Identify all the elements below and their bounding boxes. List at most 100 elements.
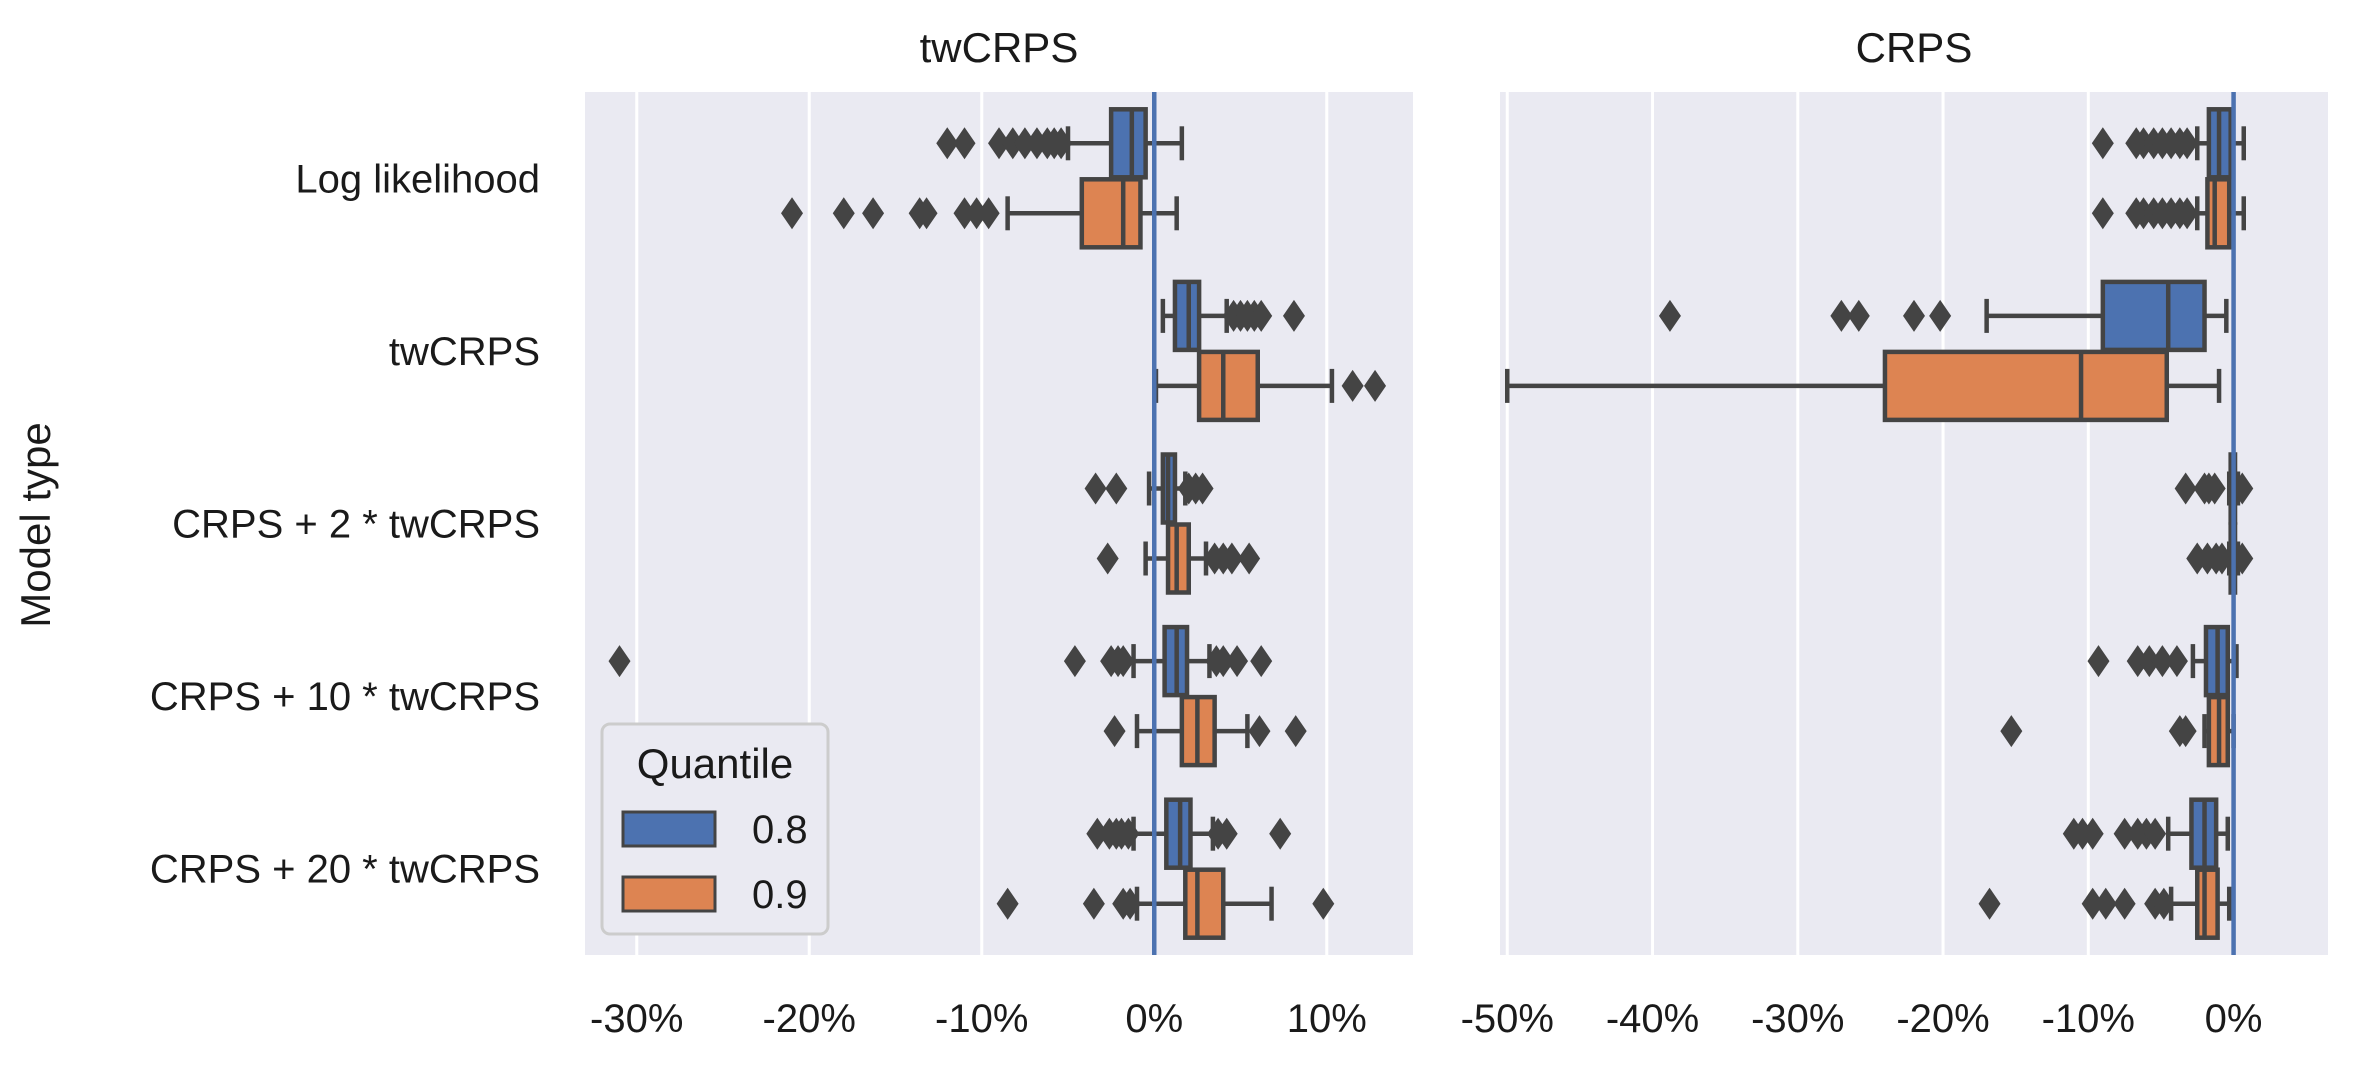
outlier-point: [936, 127, 959, 160]
box-0-9: [2186, 522, 2254, 595]
outlier-point: [953, 127, 976, 160]
outlier-point: [608, 645, 631, 678]
outlier-point: [1084, 472, 1107, 505]
outlier-point: [1248, 715, 1271, 748]
outlier-point: [2231, 542, 2254, 575]
outlier-point: [2203, 472, 2226, 505]
outlier-point: [915, 197, 938, 230]
outlier-point: [965, 197, 988, 230]
outlier-point: [988, 127, 1010, 160]
outlier-point: [2174, 715, 2197, 748]
outlier-point: [2081, 817, 2104, 850]
x-tick-label: 0%: [2205, 997, 2263, 1041]
box-0-8: [608, 624, 1273, 698]
x-tick-label: -20%: [763, 997, 856, 1041]
panels: -30% -20% -10% 0% 10%twCRPS-50% -40% -30% -20% -…: [585, 24, 2328, 1041]
box-0-8: [2062, 797, 2231, 870]
outlier-point: [2210, 542, 2233, 575]
outlier-point: [1341, 369, 1364, 402]
iqr-box: [1183, 867, 1226, 940]
outlier-point: [1220, 542, 1243, 575]
outlier-point: [2113, 817, 2136, 850]
outlier-point: [1086, 817, 1109, 850]
box-0-9: [1505, 349, 2222, 423]
outlier-point: [2091, 127, 2114, 160]
outlier-point: [1847, 299, 1870, 332]
outlier-point: [2138, 645, 2161, 678]
y-tick-label: Log likelihood: [295, 157, 540, 201]
iqr-box: [2205, 177, 2232, 250]
iqr-box: [2100, 279, 2207, 353]
outlier-point: [1830, 299, 1853, 332]
outlier-point: [1215, 817, 1238, 850]
outlier-point: [1001, 127, 1024, 160]
outlier-point: [1250, 299, 1273, 332]
outlier-point: [1082, 887, 1105, 920]
outlier-point: [1212, 645, 1235, 678]
box-0-8: [1658, 279, 2229, 353]
outlier-point: [832, 197, 855, 230]
outlier-point: [2081, 887, 2104, 920]
outlier-point: [2091, 197, 2114, 230]
outlier-point: [2231, 472, 2254, 505]
outlier-point: [2126, 645, 2149, 678]
iqr-box: [2195, 867, 2220, 940]
y-axis: Log likelihood twCRPS CRPS + 2 * twCRPS CRP…: [150, 157, 540, 891]
outlier-point: [1658, 299, 1681, 332]
y-axis-label: Model type: [12, 422, 59, 627]
box-0-9: [2000, 694, 2236, 768]
box-0-9: [781, 177, 1179, 250]
x-tick-label: 0%: [1125, 997, 1183, 1041]
legend-swatch-0-8: [621, 810, 717, 848]
outlier-point: [2144, 817, 2167, 850]
outlier-point: [1364, 369, 1387, 402]
outlier-point: [1903, 299, 1925, 332]
x-tick-label: -30%: [590, 997, 683, 1041]
outlier-point: [2087, 645, 2110, 678]
iqr-box: [1196, 349, 1260, 423]
box-0-8: [936, 107, 1185, 180]
panel-crps: -50% -40% -30% -20% -10% 0% CRPS: [1461, 24, 2328, 1041]
outlier-point: [2094, 887, 2117, 920]
x-tick-label: -10%: [2042, 997, 2135, 1041]
box-0-8: [1160, 279, 1305, 353]
outlier-point: [953, 197, 976, 230]
legend: Quantile 0.8 0.9: [600, 722, 830, 936]
x-tick-label: 10%: [1287, 997, 1367, 1041]
box-0-8: [2091, 107, 2246, 180]
outlier-point: [2176, 127, 2199, 160]
x-tick-label: -20%: [1896, 997, 1989, 1041]
panel-title: twCRPS: [920, 24, 1079, 71]
iqr-box: [1108, 107, 1148, 180]
outlier-point: [996, 887, 1019, 920]
box-0-9: [1103, 694, 1307, 768]
y-tick-label: CRPS + 20 * twCRPS: [150, 848, 540, 892]
outlier-point: [1119, 887, 1142, 920]
outlier-point: [2165, 645, 2188, 678]
y-tick-label: CRPS + 10 * twCRPS: [150, 675, 540, 719]
outlier-point: [1117, 817, 1140, 850]
outlier-point: [977, 197, 1000, 230]
outlier-point: [1312, 887, 1335, 920]
iqr-box: [1079, 177, 1143, 250]
x-tick-label: -40%: [1606, 997, 1699, 1041]
box-0-9: [1978, 867, 2232, 940]
outlier-point: [1191, 472, 1214, 505]
x-tick-label: -50%: [1461, 997, 1554, 1041]
legend-title: Quantile: [637, 740, 793, 787]
outlier-point: [862, 197, 885, 230]
box-0-9: [1096, 522, 1261, 595]
outlier-point: [1238, 542, 1261, 575]
legend-label-0-8: 0.8: [752, 808, 808, 852]
outlier-point: [1050, 127, 1073, 160]
outlier-point: [1013, 127, 1036, 160]
iqr-box: [1882, 349, 2170, 423]
outlier-point: [1282, 299, 1305, 332]
x-tick-label: -10%: [935, 997, 1028, 1041]
outlier-point: [1063, 645, 1086, 678]
outlier-point: [2113, 887, 2136, 920]
y-tick-label: CRPS + 2 * twCRPS: [172, 503, 540, 547]
box-0-8: [1086, 797, 1292, 870]
box-0-9: [996, 867, 1335, 940]
